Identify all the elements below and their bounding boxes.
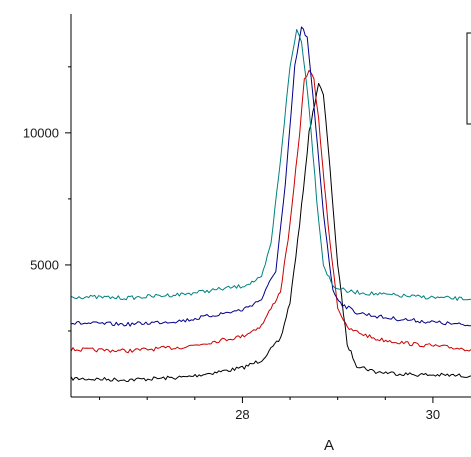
y-tick-label: 5000: [30, 257, 59, 272]
axes: 5000 10000 28 30: [23, 14, 471, 422]
series-line-1: [70, 82, 471, 382]
legend-box: [466, 32, 471, 125]
legend: [466, 32, 471, 125]
series-line-2: [70, 69, 471, 354]
x-tick-label: 30: [426, 407, 440, 422]
series-line-4: [70, 29, 471, 301]
x-tick-label: 28: [235, 407, 249, 422]
y-tick-label: 10000: [23, 125, 59, 140]
plot-lines: [70, 26, 471, 382]
x-axis-title: A: [324, 437, 334, 454]
series-line-3: [70, 26, 471, 327]
